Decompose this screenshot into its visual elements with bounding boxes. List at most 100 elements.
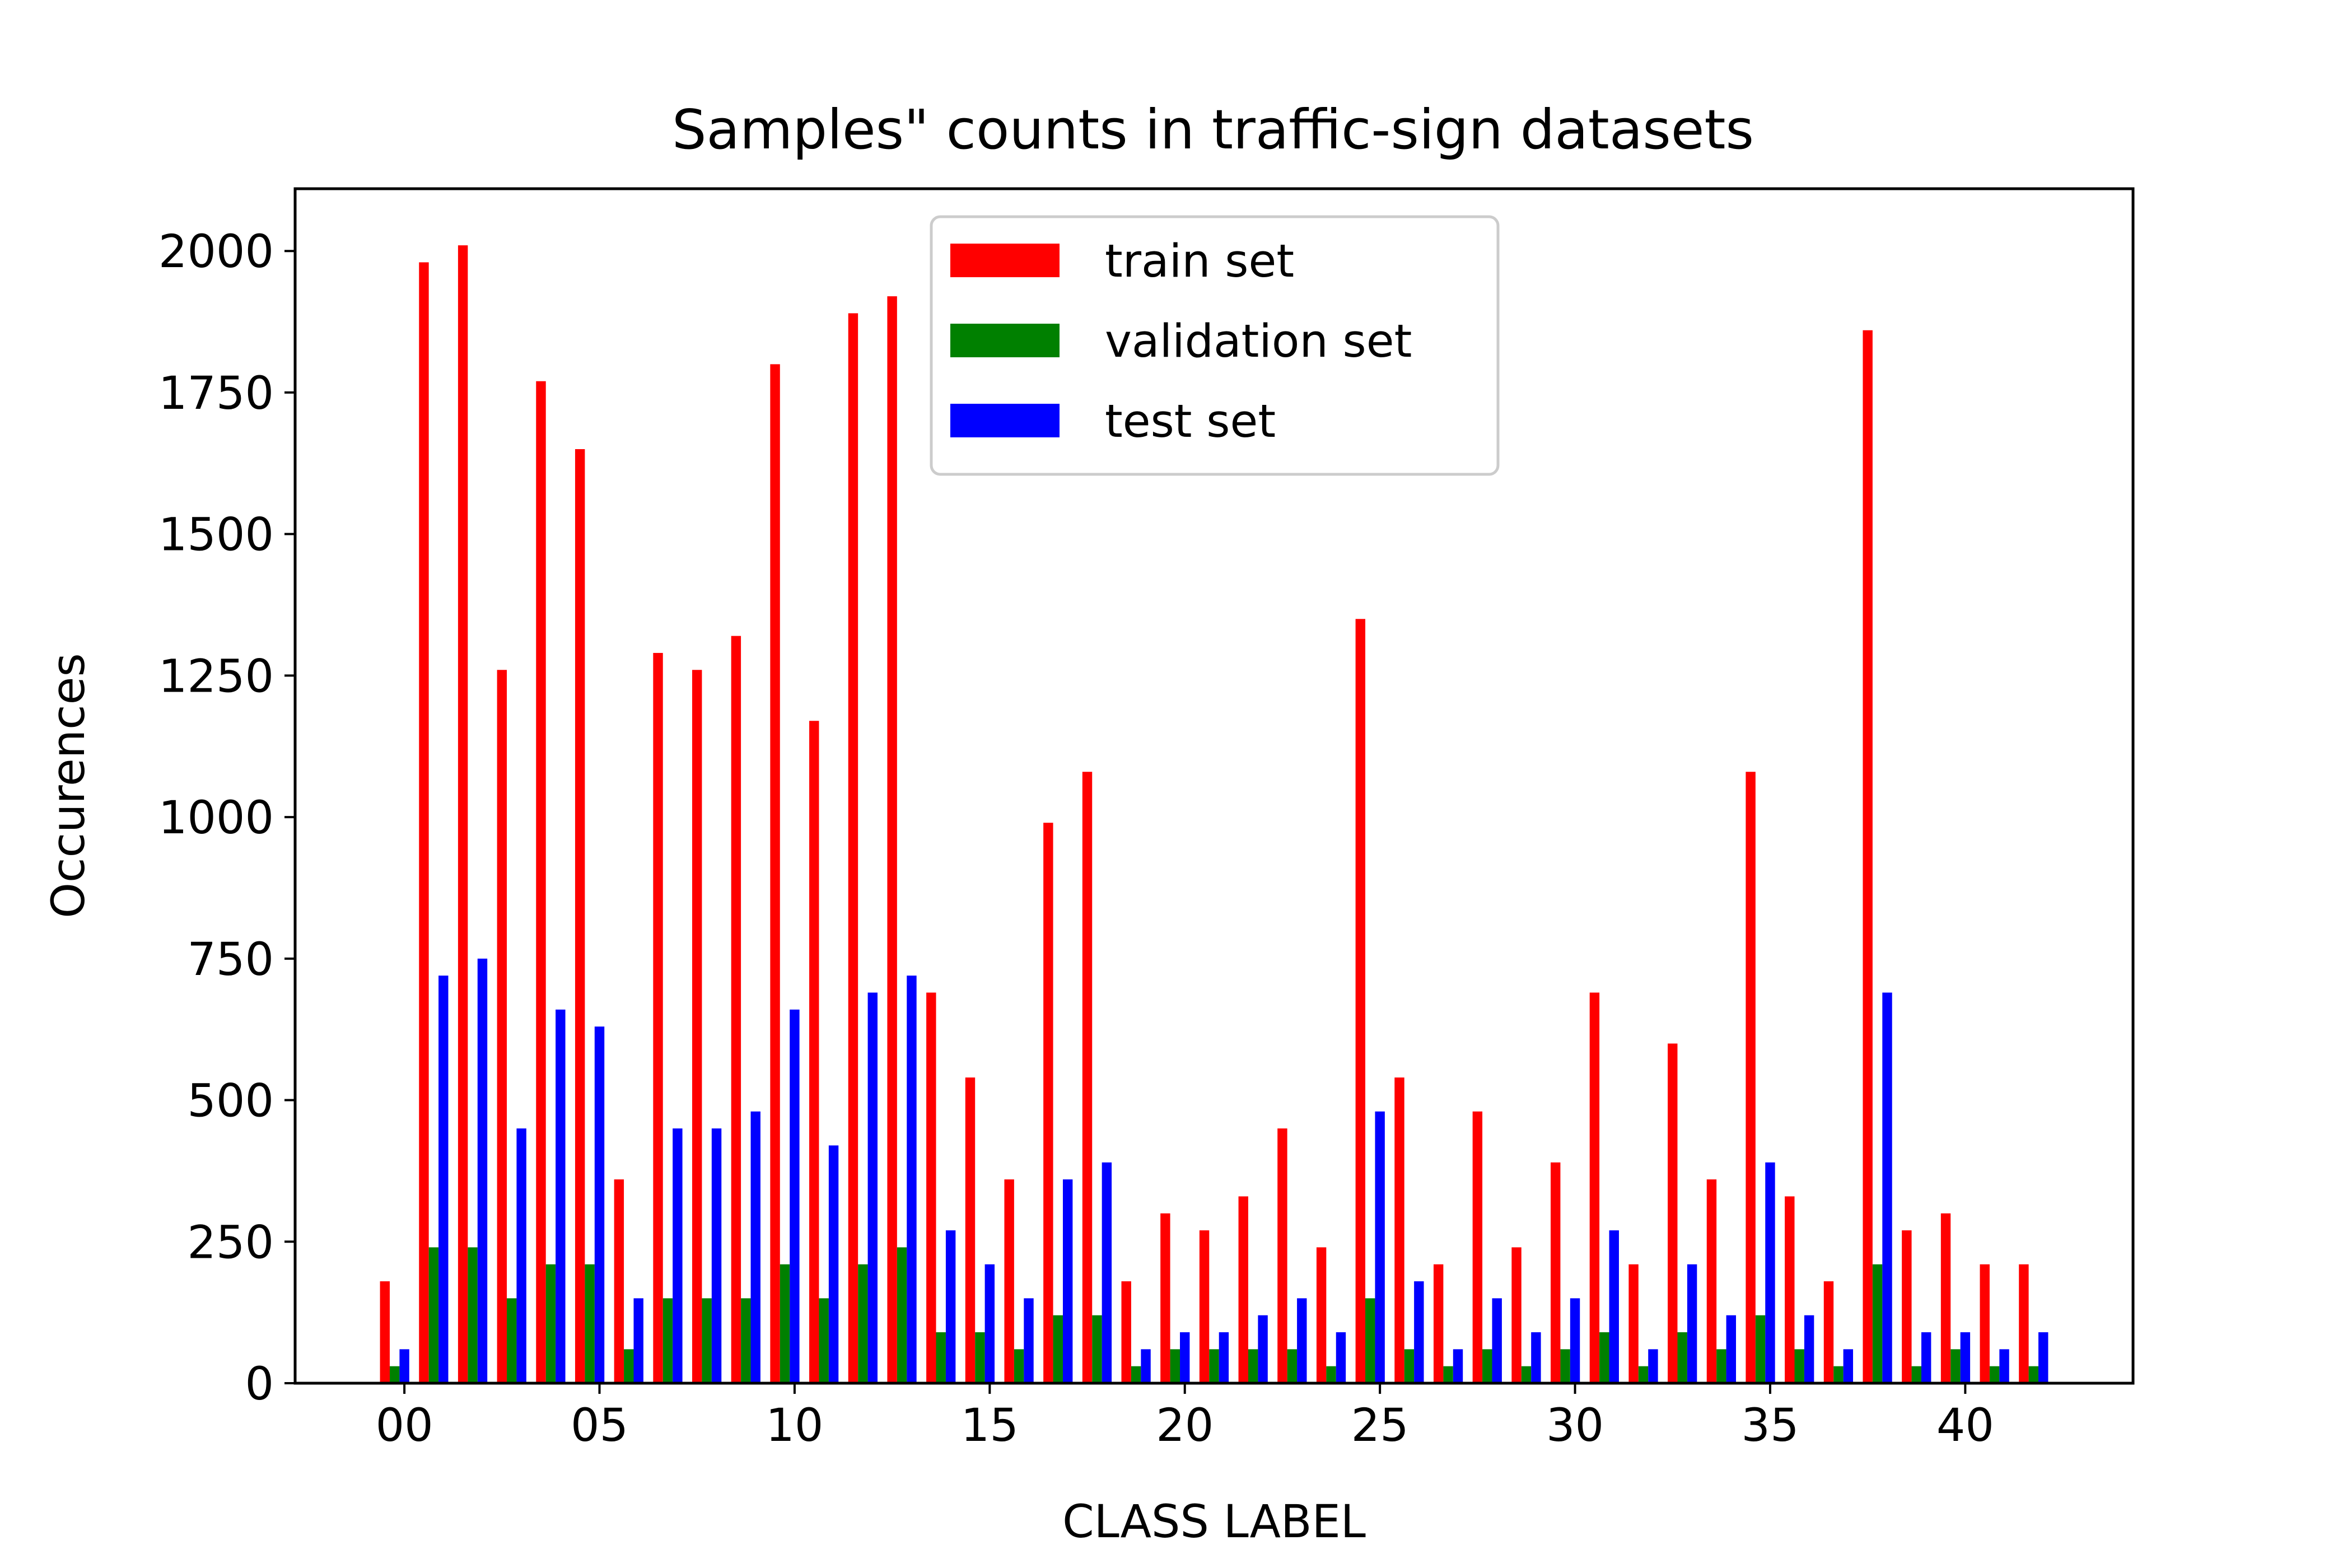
bar-test-set-class-28 (1492, 1298, 1502, 1383)
bar-validation-set-class-28 (1482, 1349, 1492, 1383)
x-tick-label: 25 (1351, 1399, 1409, 1452)
x-tick-label: 05 (571, 1399, 628, 1452)
bar-test-set-class-13 (907, 976, 917, 1383)
bar-validation-set-class-37 (1833, 1366, 1844, 1383)
bar-validation-set-class-12 (858, 1264, 868, 1383)
bar-validation-set-class-20 (1170, 1349, 1180, 1383)
bar-validation-set-class-14 (936, 1332, 946, 1383)
bar-test-set-class-30 (1570, 1298, 1580, 1383)
legend-label-test-set: test set (1105, 395, 1276, 448)
bar-train-set-class-11 (809, 721, 819, 1383)
bar-train-set-class-9 (731, 636, 741, 1383)
bar-test-set-class-15 (984, 1264, 995, 1383)
bar-test-set-class-38 (1882, 992, 1892, 1383)
bar-train-set-class-21 (1199, 1230, 1210, 1383)
bar-test-set-class-14 (945, 1230, 956, 1383)
bar-validation-set-class-11 (819, 1298, 829, 1383)
bar-train-set-class-19 (1121, 1281, 1131, 1383)
bar-train-set-class-5 (575, 449, 585, 1383)
bar-test-set-class-25 (1375, 1111, 1385, 1383)
bar-validation-set-class-41 (1989, 1366, 2000, 1383)
bar-validation-set-class-8 (702, 1298, 712, 1383)
bar-test-set-class-1 (438, 976, 449, 1383)
bar-train-set-class-41 (1980, 1264, 1990, 1383)
bar-validation-set-class-17 (1053, 1315, 1063, 1383)
bar-test-set-class-6 (633, 1298, 643, 1383)
bar-train-set-class-13 (887, 296, 897, 1383)
bar-train-set-class-33 (1668, 1043, 1678, 1383)
bar-train-set-class-31 (1589, 992, 1600, 1383)
bar-validation-set-class-18 (1092, 1315, 1102, 1383)
bar-test-set-class-5 (594, 1026, 605, 1383)
legend: train set validation set test set (930, 215, 1500, 476)
bar-train-set-class-27 (1433, 1264, 1444, 1383)
bar-validation-set-class-13 (897, 1247, 907, 1383)
bar-test-set-class-7 (673, 1128, 683, 1383)
x-tick-label: 15 (961, 1399, 1019, 1452)
x-tick-label: 20 (1156, 1399, 1214, 1452)
bar-test-set-class-9 (750, 1111, 760, 1383)
y-tick-label: 250 (187, 1216, 274, 1269)
bar-test-set-class-16 (1024, 1298, 1034, 1383)
bar-train-set-class-39 (1902, 1230, 1912, 1383)
bar-train-set-class-34 (1706, 1179, 1717, 1383)
bar-test-set-class-3 (516, 1128, 526, 1383)
x-axis-ticks: 00 05 10 15 20 25 30 35 40 (376, 1383, 1994, 1452)
bar-validation-set-class-22 (1248, 1349, 1258, 1383)
bar-validation-set-class-40 (1950, 1349, 1961, 1383)
bar-validation-set-class-32 (1638, 1366, 1649, 1383)
bar-test-set-class-19 (1141, 1349, 1151, 1383)
y-tick-label: 750 (187, 934, 274, 986)
bar-validation-set-class-5 (585, 1264, 595, 1383)
bar-validation-set-class-4 (545, 1264, 556, 1383)
bar-train-set-class-20 (1160, 1213, 1170, 1383)
bar-validation-set-class-36 (1794, 1349, 1804, 1383)
x-tick-label: 40 (1936, 1399, 1994, 1452)
bar-validation-set-class-0 (389, 1366, 400, 1383)
bar-validation-set-class-10 (780, 1264, 790, 1383)
bar-validation-set-class-23 (1287, 1349, 1298, 1383)
legend-swatch-test-set (950, 404, 1060, 437)
bar-train-set-class-29 (1511, 1247, 1522, 1383)
bar-validation-set-class-30 (1560, 1349, 1570, 1383)
bar-train-set-class-14 (926, 992, 936, 1383)
bar-test-set-class-18 (1102, 1162, 1112, 1383)
bar-test-set-class-35 (1765, 1162, 1775, 1383)
bar-validation-set-class-31 (1599, 1332, 1609, 1383)
x-tick-label: 30 (1546, 1399, 1604, 1452)
bar-test-set-class-2 (477, 958, 488, 1383)
bar-test-set-class-22 (1258, 1315, 1268, 1383)
bar-test-set-class-11 (828, 1145, 839, 1383)
bar-test-set-class-37 (1843, 1349, 1854, 1383)
bar-test-set-class-8 (711, 1128, 722, 1383)
bar-train-set-class-36 (1785, 1196, 1795, 1383)
bar-validation-set-class-27 (1443, 1366, 1453, 1383)
bar-train-set-class-4 (536, 381, 546, 1384)
bar-train-set-class-3 (497, 670, 507, 1383)
legend-label-validation-set: validation set (1105, 315, 1412, 368)
bar-test-set-class-40 (1960, 1332, 1971, 1383)
bar-validation-set-class-2 (468, 1247, 478, 1383)
y-tick-label: 1750 (158, 367, 274, 420)
bar-test-set-class-34 (1726, 1315, 1736, 1383)
bar-test-set-class-0 (399, 1349, 409, 1383)
bar-validation-set-class-15 (975, 1332, 985, 1383)
bar-train-set-class-12 (848, 313, 858, 1383)
bar-validation-set-class-38 (1872, 1264, 1883, 1383)
bar-test-set-class-33 (1687, 1264, 1697, 1383)
bar-validation-set-class-9 (741, 1298, 751, 1383)
bar-train-set-class-35 (1746, 772, 1756, 1383)
bar-train-set-class-18 (1082, 772, 1093, 1383)
bar-validation-set-class-42 (2028, 1366, 2039, 1383)
bar-train-set-class-15 (965, 1077, 976, 1383)
y-tick-label: 1000 (158, 792, 274, 844)
bar-test-set-class-21 (1219, 1332, 1229, 1383)
bar-train-set-class-24 (1316, 1247, 1327, 1383)
bar-train-set-class-16 (1004, 1179, 1014, 1383)
x-tick-label: 35 (1741, 1399, 1799, 1452)
bar-train-set-class-17 (1043, 823, 1053, 1383)
bar-train-set-class-38 (1863, 330, 1873, 1383)
x-axis-label: CLASS LABEL (1062, 1496, 1366, 1548)
bar-train-set-class-6 (614, 1179, 624, 1383)
